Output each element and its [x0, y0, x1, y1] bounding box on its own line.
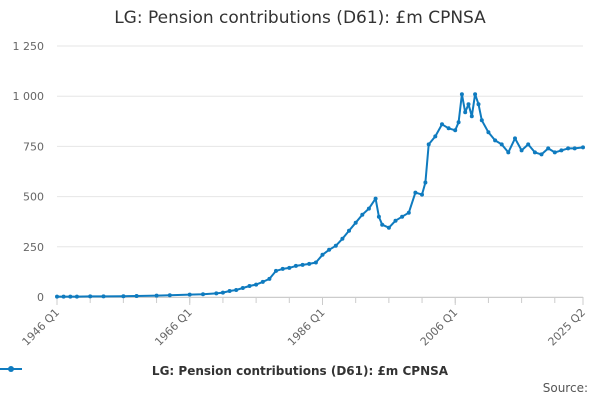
data-point[interactable]: [456, 120, 461, 125]
data-point[interactable]: [446, 126, 451, 131]
data-point[interactable]: [360, 212, 365, 217]
data-point[interactable]: [254, 282, 259, 287]
data-point[interactable]: [313, 260, 318, 265]
data-point[interactable]: [426, 142, 431, 147]
data-point[interactable]: [68, 294, 73, 299]
data-point[interactable]: [386, 225, 391, 230]
data-point[interactable]: [333, 243, 338, 248]
legend-label: LG: Pension contributions (D61): £m CPNS…: [151, 364, 449, 378]
y-tick-label: 0: [37, 291, 44, 304]
data-point[interactable]: [353, 220, 358, 225]
data-point[interactable]: [581, 145, 585, 150]
data-point[interactable]: [499, 142, 504, 147]
data-point[interactable]: [61, 294, 66, 299]
data-point[interactable]: [393, 218, 398, 223]
legend-swatch: [0, 366, 22, 372]
data-point[interactable]: [466, 102, 471, 107]
data-point[interactable]: [486, 130, 491, 135]
data-point[interactable]: [373, 196, 378, 201]
data-point[interactable]: [506, 150, 511, 155]
data-point[interactable]: [493, 138, 498, 143]
data-point[interactable]: [280, 266, 285, 271]
data-point[interactable]: [453, 128, 458, 133]
data-point[interactable]: [121, 294, 126, 299]
data-point[interactable]: [101, 294, 106, 299]
data-point[interactable]: [566, 146, 571, 151]
data-point[interactable]: [300, 262, 305, 267]
data-point[interactable]: [559, 148, 564, 153]
data-point[interactable]: [260, 279, 265, 284]
data-point[interactable]: [187, 292, 192, 297]
data-point[interactable]: [433, 134, 438, 139]
data-point[interactable]: [220, 290, 225, 295]
legend[interactable]: LG: Pension contributions (D61): £m CPNS…: [0, 364, 600, 378]
chart-title: LG: Pension contributions (D61): £m CPNS…: [114, 8, 486, 28]
x-tick-label: 2025 Q2: [546, 306, 589, 349]
data-point[interactable]: [469, 114, 474, 119]
data-point[interactable]: [167, 293, 172, 298]
data-point[interactable]: [440, 122, 444, 127]
data-point[interactable]: [88, 294, 93, 299]
data-point[interactable]: [347, 228, 351, 233]
series-layer: [55, 92, 585, 299]
data-point[interactable]: [463, 110, 468, 115]
x-tick-label: 1986 Q1: [285, 306, 328, 349]
data-point[interactable]: [376, 214, 381, 219]
y-tick-label: 500: [23, 191, 44, 204]
axis-layer: 0 250 500 750 1 000 1 250 1946 Q1 1966 Q1 1986 Q…: [13, 40, 589, 348]
data-point[interactable]: [74, 294, 79, 299]
data-point[interactable]: [406, 210, 411, 215]
data-point[interactable]: [340, 236, 345, 241]
data-point[interactable]: [476, 102, 481, 107]
data-point[interactable]: [134, 294, 139, 298]
source-label: Source:: [542, 381, 588, 395]
data-point[interactable]: [214, 291, 219, 296]
data-point[interactable]: [154, 293, 159, 298]
data-point[interactable]: [572, 146, 577, 151]
data-point[interactable]: [479, 118, 484, 123]
data-point[interactable]: [413, 190, 418, 195]
data-point[interactable]: [274, 268, 278, 273]
data-point[interactable]: [227, 289, 232, 293]
data-point[interactable]: [400, 214, 405, 219]
y-tick-label: 1 250: [13, 40, 45, 53]
data-point[interactable]: [327, 247, 332, 252]
data-point[interactable]: [532, 150, 537, 155]
data-point[interactable]: [380, 222, 385, 227]
data-point[interactable]: [423, 180, 428, 185]
data-point[interactable]: [320, 252, 325, 257]
data-point[interactable]: [307, 261, 312, 266]
data-point[interactable]: [293, 263, 298, 268]
grid-layer: [57, 45, 583, 298]
data-point[interactable]: [201, 292, 205, 297]
data-point[interactable]: [234, 288, 239, 292]
x-tick-label: 2006 Q1: [418, 306, 461, 349]
data-point[interactable]: [366, 206, 371, 211]
data-point[interactable]: [459, 92, 464, 97]
data-point[interactable]: [526, 142, 531, 147]
data-point[interactable]: [55, 294, 59, 299]
data-point[interactable]: [420, 192, 424, 197]
data-point[interactable]: [519, 148, 524, 153]
data-point[interactable]: [552, 150, 557, 155]
data-point[interactable]: [513, 136, 517, 141]
x-tick-label: 1966 Q1: [152, 306, 195, 349]
y-tick-label: 250: [23, 241, 44, 254]
y-tick-label: 1 000: [13, 90, 45, 103]
series-line: [57, 93, 584, 298]
data-point[interactable]: [247, 284, 252, 288]
data-point[interactable]: [267, 276, 272, 281]
data-point[interactable]: [546, 146, 551, 151]
x-tick-label: 1946 Q1: [20, 306, 63, 349]
data-point[interactable]: [473, 92, 478, 97]
data-point[interactable]: [539, 152, 544, 157]
data-point[interactable]: [287, 265, 292, 270]
data-point[interactable]: [240, 286, 245, 290]
y-tick-label: 750: [23, 140, 44, 153]
